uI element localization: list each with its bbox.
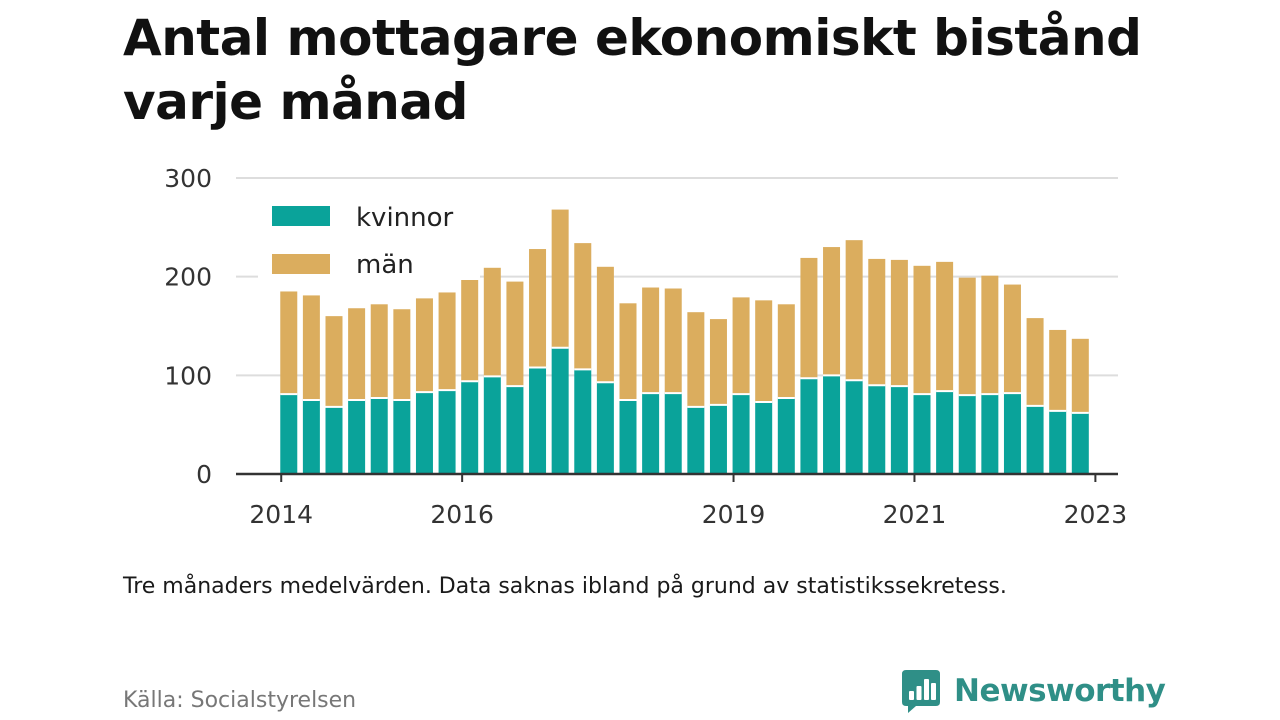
- bar-kvinnor: [348, 400, 366, 474]
- bar-kvinnor: [890, 386, 908, 474]
- bar-man: [551, 209, 569, 348]
- legend-label-kvinnor: kvinnor: [356, 203, 454, 233]
- legend: kvinnor män: [258, 198, 480, 280]
- bar-man: [732, 297, 750, 395]
- bar-man: [845, 240, 863, 381]
- bar-kvinnor: [619, 400, 637, 474]
- bar-kvinnor: [709, 404, 727, 474]
- bar-man: [1049, 329, 1067, 411]
- bar-kvinnor: [981, 394, 999, 474]
- bar-man: [1003, 284, 1021, 394]
- bar-kvinnor: [664, 393, 682, 474]
- x-tick-label: 2019: [702, 500, 766, 529]
- bar-man: [529, 249, 547, 368]
- bar-kvinnor: [483, 376, 501, 474]
- bar-kvinnor: [1049, 410, 1067, 474]
- bar-man: [393, 309, 411, 400]
- bar-kvinnor: [506, 386, 524, 474]
- bar-man: [370, 304, 388, 399]
- bar-man: [325, 316, 343, 407]
- bar-kvinnor: [958, 395, 976, 474]
- bar-kvinnor: [393, 400, 411, 474]
- bar-man: [981, 275, 999, 395]
- bar-man: [913, 265, 931, 395]
- bar-kvinnor: [1003, 393, 1021, 474]
- bar-man: [619, 303, 637, 400]
- chart-note: Tre månaders medelvärden. Data saknas ib…: [123, 574, 1007, 599]
- bar-man: [461, 275, 479, 382]
- bar-kvinnor: [574, 369, 592, 474]
- x-tick-label: 2016: [430, 500, 494, 529]
- bar-kvinnor: [936, 391, 954, 474]
- bar-man: [709, 319, 727, 405]
- y-tick-label: 200: [164, 263, 212, 292]
- bar-kvinnor: [461, 381, 479, 474]
- bar-kvinnor: [687, 406, 705, 474]
- bars: [280, 209, 1089, 474]
- bar-kvinnor: [800, 378, 818, 474]
- chart: 0 100 200 300 2014 2016 2019 2021 2023 kvinnor m…: [164, 164, 1127, 529]
- x-tick-labels: 2014 2016 2019 2021 2023: [249, 474, 1127, 529]
- legend-swatch-kvinnor: [272, 206, 330, 226]
- bar-man: [302, 295, 320, 400]
- bar-man: [348, 308, 366, 400]
- bar-man: [596, 266, 614, 383]
- bar-man: [415, 298, 433, 393]
- bar-kvinnor: [280, 394, 298, 474]
- bar-man: [280, 291, 298, 395]
- bar-man: [936, 261, 954, 392]
- y-tick-labels: 0 100 200 300: [164, 164, 212, 489]
- bar-kvinnor: [732, 394, 750, 474]
- bar-kvinnor: [823, 375, 841, 474]
- bar-man: [1026, 318, 1044, 406]
- bar-kvinnor: [551, 347, 569, 474]
- x-tick-label: 2014: [249, 500, 313, 529]
- bar-kvinnor: [1071, 412, 1089, 474]
- source-credit: Källa: Socialstyrelsen: [123, 688, 357, 713]
- bar-kvinnor: [777, 398, 795, 474]
- bar-kvinnor: [1026, 405, 1044, 474]
- bar-man: [890, 259, 908, 387]
- brand-name: Newsworthy: [954, 673, 1166, 709]
- bar-man: [777, 304, 795, 399]
- y-tick-label: 0: [196, 460, 212, 489]
- bar-kvinnor: [642, 393, 660, 474]
- bar-man: [800, 257, 818, 379]
- bar-kvinnor: [913, 394, 931, 474]
- bar-man: [574, 243, 592, 370]
- bar-man: [687, 312, 705, 407]
- y-tick-label: 300: [164, 164, 212, 193]
- bar-man: [868, 258, 886, 386]
- bar-kvinnor: [529, 367, 547, 474]
- legend-swatch-man: [272, 254, 330, 274]
- bar-man: [1071, 338, 1089, 413]
- bar-man: [506, 281, 524, 387]
- bar-man: [438, 292, 456, 391]
- bar-man: [642, 287, 660, 394]
- bar-man: [664, 288, 682, 394]
- chart-title: Antal mottagare ekonomiskt bistånd varje…: [123, 9, 1142, 131]
- bar-man: [755, 300, 773, 402]
- x-tick-label: 2021: [883, 500, 947, 529]
- legend-label-man: män: [356, 250, 414, 280]
- bar-kvinnor: [868, 385, 886, 474]
- bar-man: [823, 247, 841, 376]
- x-tick-label: 2023: [1064, 500, 1128, 529]
- y-tick-label: 100: [164, 361, 212, 390]
- bar-man: [958, 277, 976, 396]
- brand-logo: Newsworthy: [900, 668, 1166, 714]
- bar-kvinnor: [845, 380, 863, 474]
- bar-kvinnor: [755, 401, 773, 474]
- bar-kvinnor: [302, 400, 320, 474]
- newsworthy-logo-icon: [902, 670, 940, 713]
- bar-kvinnor: [370, 398, 388, 474]
- bar-man: [483, 267, 501, 377]
- bar-kvinnor: [596, 382, 614, 474]
- bar-kvinnor: [415, 392, 433, 474]
- bar-kvinnor: [325, 406, 343, 474]
- bar-kvinnor: [438, 390, 456, 474]
